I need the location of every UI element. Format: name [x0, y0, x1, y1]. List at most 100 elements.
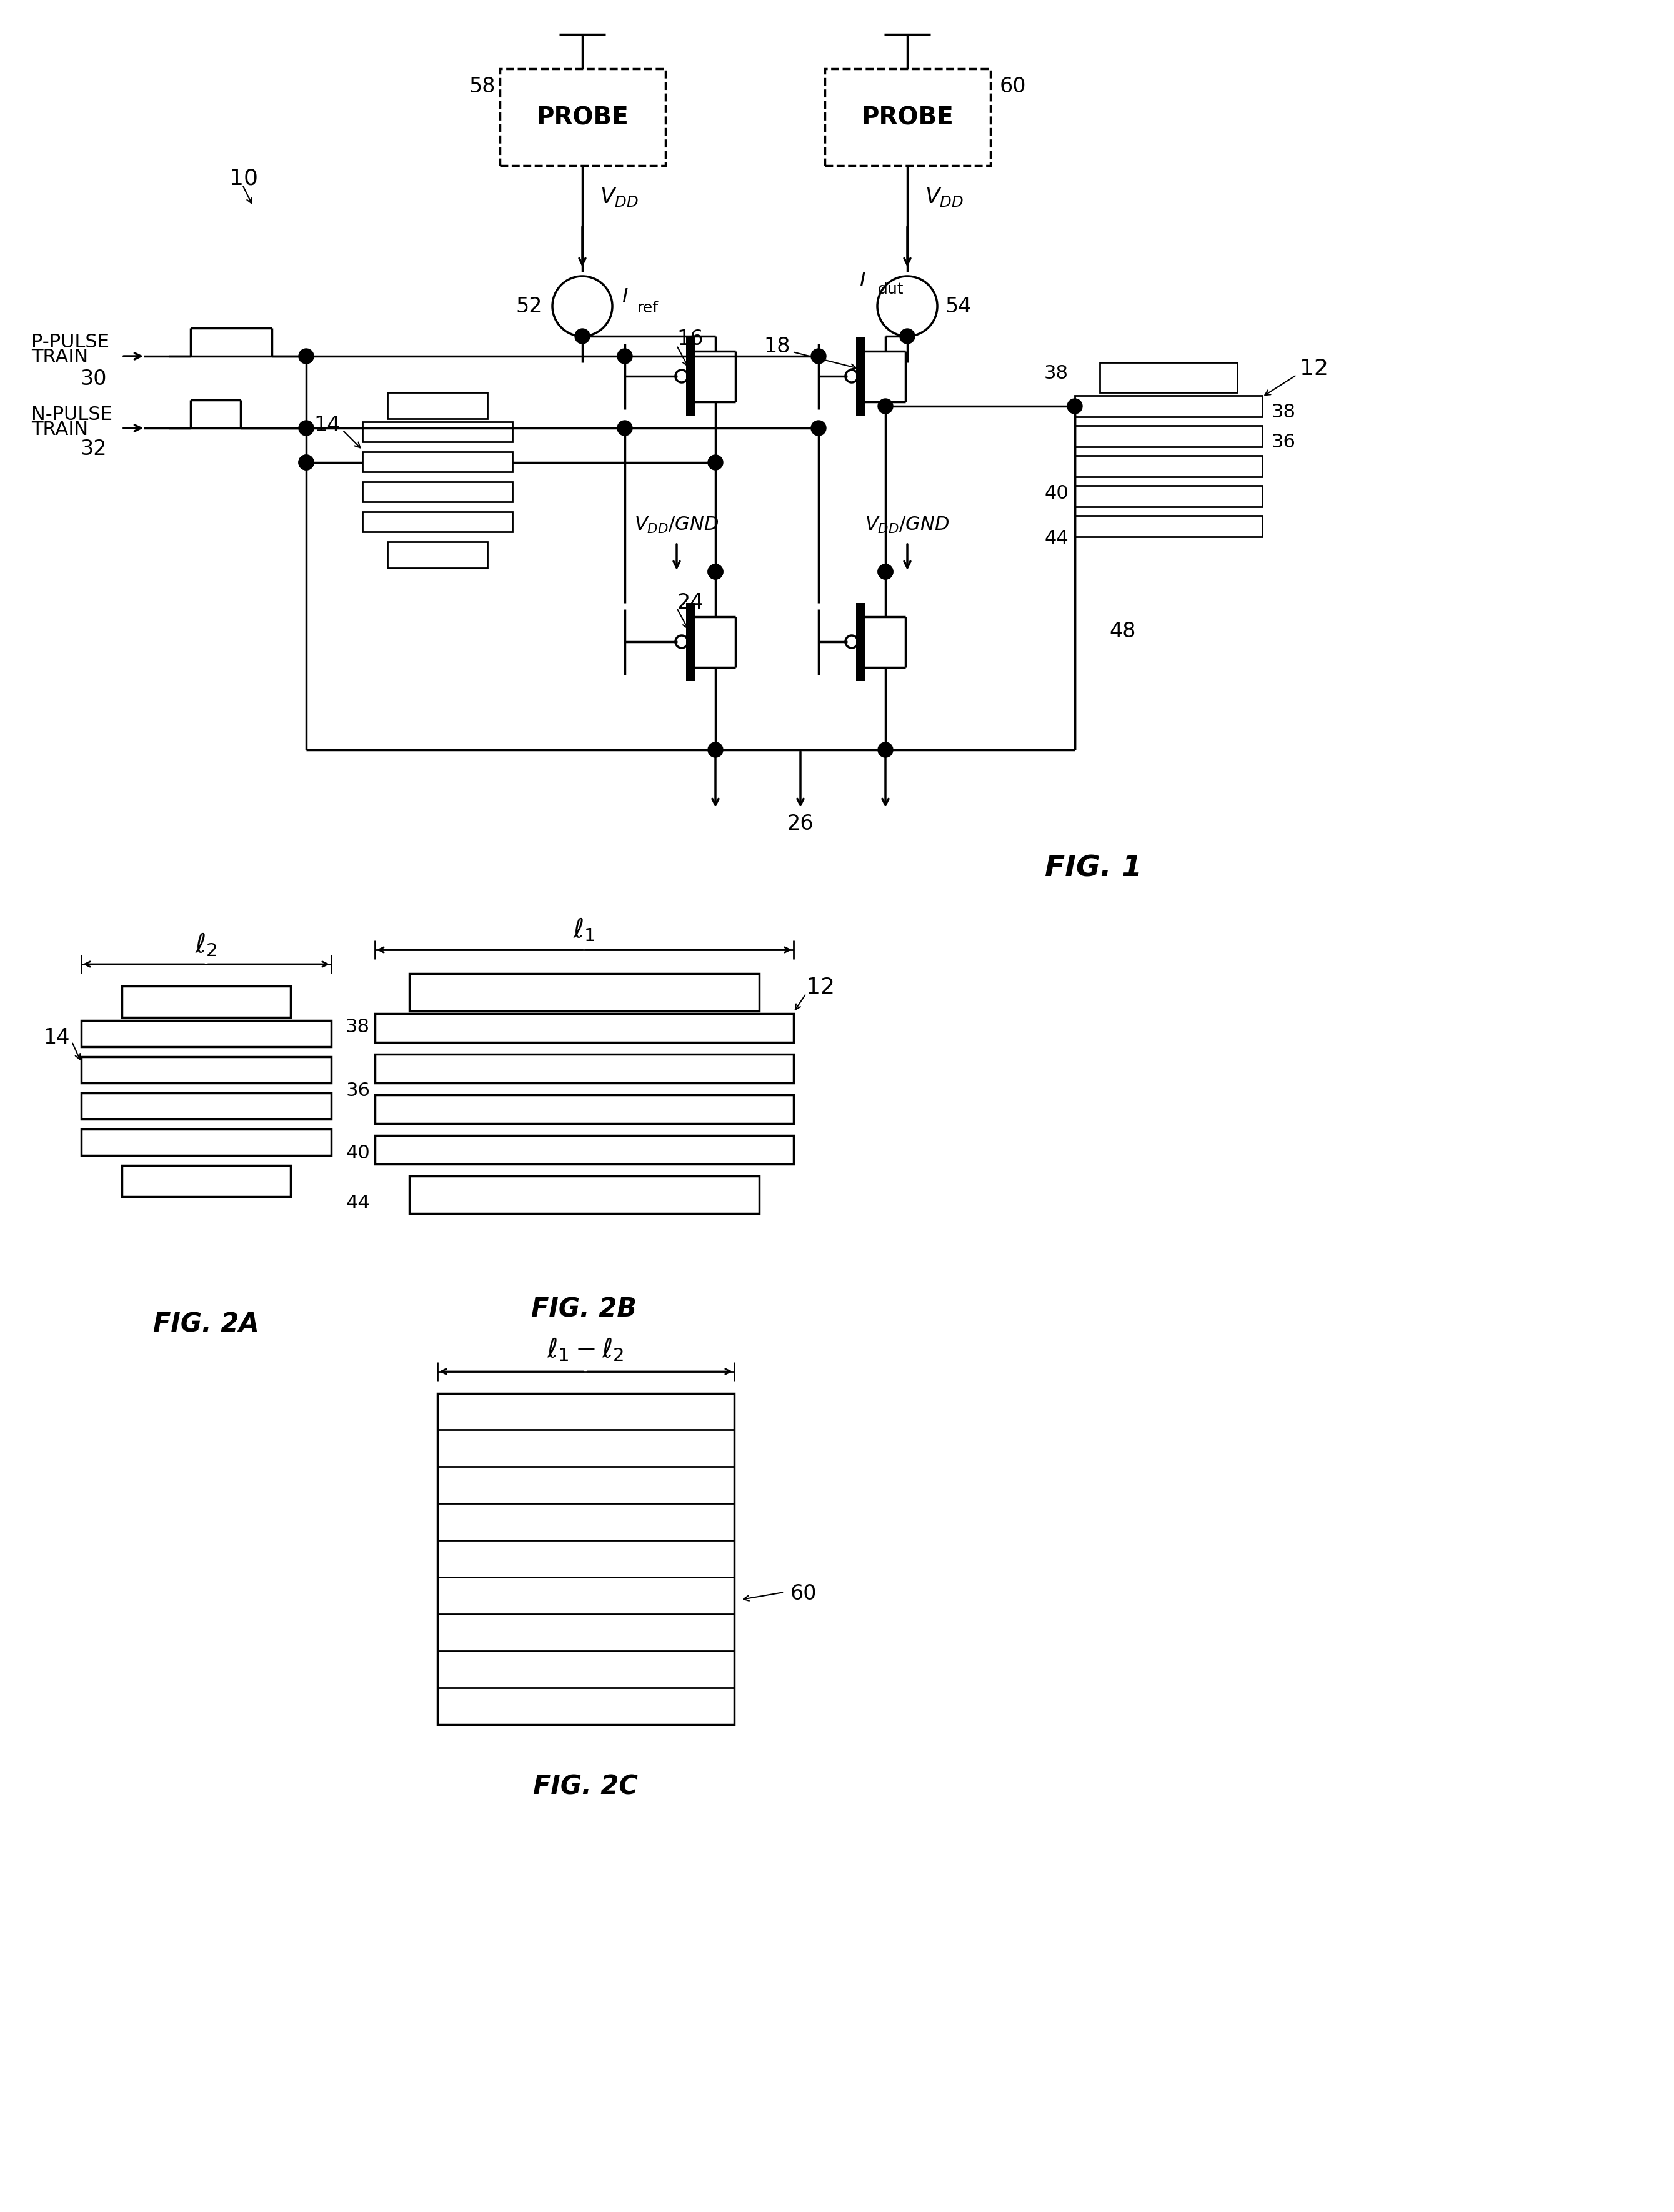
Circle shape [298, 420, 313, 436]
Text: 38: 38 [345, 1018, 370, 1035]
Circle shape [877, 564, 892, 580]
Bar [1075, 484, 1262, 507]
Circle shape [676, 635, 688, 648]
Bar [501, 69, 666, 166]
Circle shape [298, 456, 313, 469]
Bar [387, 542, 487, 568]
Bar [82, 1057, 331, 1084]
Text: PROBE: PROBE [536, 106, 628, 128]
Text: 38: 38 [1045, 365, 1068, 383]
Text: 58: 58 [469, 75, 496, 97]
Bar [686, 604, 695, 681]
Circle shape [877, 276, 937, 336]
Circle shape [552, 276, 613, 336]
Circle shape [812, 420, 825, 436]
Text: 44: 44 [1045, 529, 1068, 549]
Text: 32: 32 [80, 438, 107, 458]
Text: TRAIN: TRAIN [32, 347, 89, 367]
Circle shape [574, 330, 589, 343]
Bar [82, 1093, 331, 1119]
Bar [825, 69, 991, 166]
Bar [82, 1020, 331, 1046]
Circle shape [618, 349, 633, 363]
Bar [122, 1166, 291, 1197]
Text: 14: 14 [315, 414, 340, 436]
Text: 26: 26 [787, 814, 814, 834]
Text: 18: 18 [763, 336, 790, 356]
Text: N-PULSE: N-PULSE [32, 405, 112, 422]
Text: $\ell_1$: $\ell_1$ [573, 916, 596, 942]
Circle shape [877, 743, 892, 757]
Bar [408, 973, 760, 1011]
Bar [82, 1128, 331, 1155]
Text: 16: 16 [676, 330, 703, 349]
Bar [375, 1135, 793, 1164]
Text: 36: 36 [1272, 434, 1296, 451]
Text: FIG. 2A: FIG. 2A [154, 1312, 259, 1338]
Text: $V_{DD}$: $V_{DD}$ [599, 186, 638, 208]
Bar [122, 987, 291, 1018]
Text: TRAIN: TRAIN [32, 420, 89, 438]
Circle shape [708, 456, 723, 469]
Circle shape [845, 369, 859, 383]
Bar [362, 482, 512, 502]
Bar [362, 422, 512, 442]
Bar [362, 451, 512, 471]
Bar [375, 1095, 793, 1124]
Text: 24: 24 [676, 593, 703, 613]
Circle shape [845, 635, 859, 648]
Text: FIG. 2C: FIG. 2C [532, 1774, 638, 1801]
Bar [375, 1055, 793, 1084]
Circle shape [877, 564, 892, 580]
Bar [1075, 425, 1262, 447]
Bar [1075, 396, 1262, 416]
Bar [1100, 363, 1237, 392]
Text: PROBE: PROBE [860, 106, 954, 128]
Text: 60: 60 [790, 1584, 817, 1604]
Bar [1075, 456, 1262, 478]
Circle shape [298, 456, 313, 469]
Text: 40: 40 [1045, 484, 1068, 502]
Text: 48: 48 [1110, 622, 1135, 641]
Text: I: I [621, 288, 628, 307]
Bar [855, 338, 865, 416]
Text: 38: 38 [1272, 403, 1296, 422]
Text: $\ell_1-\ell_2$: $\ell_1-\ell_2$ [547, 1336, 624, 1363]
Text: ref: ref [638, 301, 658, 316]
Circle shape [1068, 398, 1083, 414]
Text: 12: 12 [1299, 358, 1329, 378]
Bar [375, 1013, 793, 1042]
Text: FIG. 2B: FIG. 2B [531, 1296, 638, 1323]
Text: 12: 12 [807, 978, 835, 998]
Text: $V_{DD}$: $V_{DD}$ [924, 186, 964, 208]
Bar [387, 392, 487, 418]
Text: 40: 40 [347, 1144, 370, 1161]
Text: 54: 54 [944, 296, 971, 316]
Text: $V_{DD}/GND$: $V_{DD}/GND$ [865, 515, 949, 535]
Bar [686, 338, 695, 416]
Circle shape [877, 398, 892, 414]
Text: I: I [859, 272, 865, 290]
Text: 36: 36 [345, 1082, 370, 1099]
Text: FIG. 1: FIG. 1 [1045, 854, 1142, 883]
Circle shape [708, 564, 723, 580]
Text: $\ell_2$: $\ell_2$ [196, 931, 218, 958]
Bar [1075, 515, 1262, 538]
Text: 14: 14 [44, 1026, 70, 1048]
Circle shape [812, 349, 825, 363]
Bar [855, 604, 865, 681]
Text: 30: 30 [80, 369, 107, 389]
Text: 52: 52 [516, 296, 542, 316]
Circle shape [708, 564, 723, 580]
Bar [408, 1177, 760, 1214]
Text: 44: 44 [347, 1194, 370, 1212]
Circle shape [618, 420, 633, 436]
Text: 60: 60 [999, 75, 1026, 97]
Text: dut: dut [877, 281, 904, 296]
Bar [437, 1394, 735, 1725]
Text: 10: 10 [229, 168, 258, 188]
Text: P-PULSE: P-PULSE [32, 334, 109, 352]
Bar [362, 511, 512, 531]
Circle shape [298, 349, 313, 363]
Circle shape [708, 743, 723, 757]
